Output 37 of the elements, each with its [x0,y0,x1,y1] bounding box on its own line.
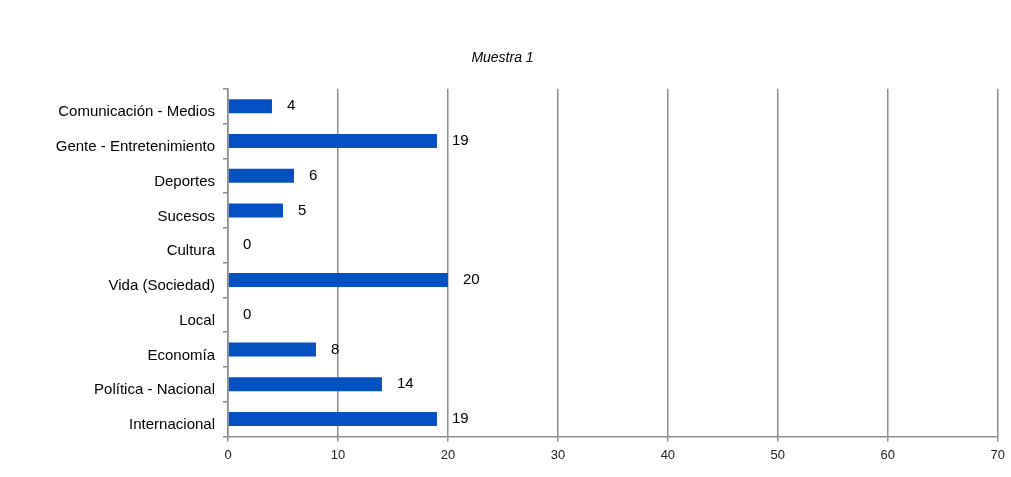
data-label: 0 [243,235,252,253]
bar [228,133,437,148]
x-tick-label: 20 [440,446,456,462]
data-label: 0 [243,304,252,322]
y-tick-label: Vida (Sociedad) [108,276,215,294]
y-tick-label: Política - Nacional [94,380,215,398]
x-tick-label: 40 [660,446,676,462]
bar [228,412,437,426]
bar [228,203,283,218]
bar [228,342,316,357]
x-tick-label: 0 [224,446,232,462]
data-label: 19 [451,409,469,427]
x-tick-label: 30 [550,446,566,462]
y-tick-label: Comunicación - Medios [58,102,215,120]
y-tick-label: Internacional [129,415,215,433]
data-label: 4 [286,96,296,114]
chart-subtitle: Muestra 1 [471,49,534,66]
bar [228,168,294,183]
x-tick-label: 60 [880,446,896,462]
data-label: 5 [297,200,307,218]
bar [228,273,448,287]
data-label: 14 [396,374,414,392]
data-label: 19 [451,131,469,149]
data-label: 6 [308,165,318,183]
data-label: 20 [462,270,480,288]
bar [228,99,272,114]
y-tick-label: Economía [147,345,216,363]
x-tick-label: 50 [770,446,786,462]
y-tick-label: Deportes [154,171,215,189]
y-tick-label: Cultura [166,241,216,259]
bar [228,377,382,392]
x-tick-label: 70 [990,446,1005,462]
y-tick-label: Local [179,310,215,328]
x-tick-label: 10 [330,446,346,462]
y-tick-label: Sucesos [157,206,215,224]
y-tick-label: Gente - Entretenimiento [55,137,215,155]
data-label: 8 [330,339,340,357]
